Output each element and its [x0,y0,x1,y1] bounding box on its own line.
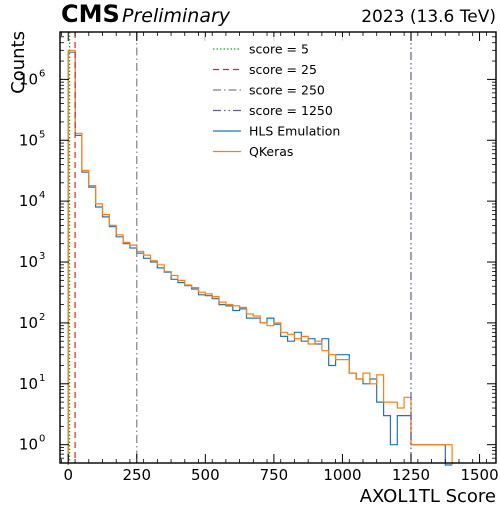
y-tick-exponent: 5 [39,129,45,140]
status-label: Preliminary [122,5,231,27]
y-tick-exponent: 6 [39,68,45,79]
y-tick-label: 10 [19,375,38,393]
legend-label: score = 25 [249,62,317,77]
legend-label: score = 1250 [249,103,333,118]
legend: score = 5 score = 25 score = 250 score = 12… [205,37,368,162]
legend-label: QKeras [249,144,293,159]
x-tick-label: 1000 [323,466,361,484]
legend-label: HLS Emulation [249,124,340,139]
x-tick-label: 0 [63,466,73,484]
legend-label: score = 250 [249,83,325,98]
x-tick-label: 500 [191,466,220,484]
y-tick-label: 10 [19,192,38,210]
x-tick-label: 750 [260,466,289,484]
y-tick-label: 10 [19,70,38,88]
legend-label: score = 5 [249,42,309,57]
y-tick-label: 10 [19,253,38,271]
y-tick-label: 10 [19,314,38,332]
y-tick-label: 10 [19,436,38,454]
x-tick-label: 1250 [392,466,430,484]
energy-label: 2023 (13.6 TeV) [361,7,496,27]
y-tick-label: 10 [19,131,38,149]
y-tick-exponent: 1 [39,373,45,384]
x-axis-label: AXOL1TL Score [360,486,496,507]
y-tick-exponent: 0 [39,434,45,445]
x-tick-label: 250 [122,466,151,484]
y-tick-exponent: 2 [39,312,45,323]
x-tick-label: 1500 [460,466,498,484]
y-tick-exponent: 3 [39,251,45,262]
experiment-label: CMS [61,0,120,28]
y-tick-exponent: 4 [39,190,45,201]
